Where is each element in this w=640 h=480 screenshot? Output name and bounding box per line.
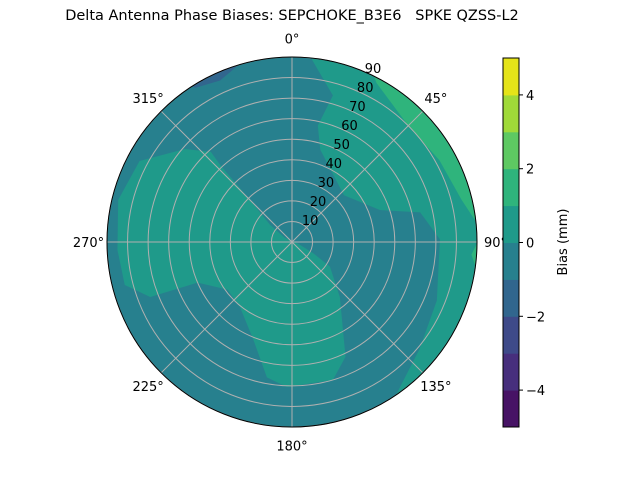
r-tick-label: 70 [349, 100, 366, 115]
theta-tick-label: 45° [424, 92, 447, 107]
theta-tick-label: 315° [132, 92, 163, 107]
colorbar-segment [503, 353, 519, 391]
colorbar-segment [503, 58, 519, 96]
r-tick-label: 10 [302, 214, 319, 229]
colorbar-tick-label: −2 [526, 310, 545, 325]
r-tick-label: 20 [310, 195, 327, 210]
theta-tick-label: 135° [420, 380, 451, 395]
contour-region-2 [371, 70, 477, 229]
r-tick-label: 90 [365, 62, 382, 77]
colorbar-tick-label: 0 [526, 237, 534, 252]
theta-tick-label: 270° [73, 236, 104, 251]
colorbar-segment [503, 242, 519, 280]
chart-title: Delta Antenna Phase Biases: SEPCHOKE_B3E… [65, 8, 519, 24]
theta-tick-label: 180° [276, 440, 307, 455]
polar-frame [106, 56, 478, 428]
r-tick-label: 30 [318, 176, 335, 191]
theta-tick-label: 0° [285, 33, 300, 48]
grid-spoke [160, 241, 293, 374]
colorbar-tick-label: 2 [526, 163, 534, 178]
grid-spoke [291, 241, 424, 374]
theta-tick-label: 90° [484, 236, 507, 251]
colorbar-tick-label: −4 [526, 384, 545, 399]
colorbar-segment [503, 94, 519, 133]
colorbar-segment [503, 168, 519, 207]
axes: 0° 45° 90° 135° 180° 225° 270° 315° 10 20 30 40 50 60… [73, 33, 507, 455]
colorbar-segment [503, 390, 519, 428]
r-tick-label: 40 [325, 157, 342, 172]
theta-tick-label: 225° [132, 380, 163, 395]
colorbar-segment [503, 316, 519, 354]
grid-spoke [291, 110, 424, 243]
colorbar-tick-label: 4 [526, 89, 534, 104]
colorbar-segment [503, 131, 519, 170]
r-tick-label: 50 [333, 138, 350, 153]
r-tick-label: 80 [357, 81, 374, 96]
colorbar-label: Bias (mm) [556, 209, 571, 276]
colorbar: −4 −2 0 2 4 Bias (mm) [502, 57, 571, 428]
colorbar-segment [503, 279, 519, 317]
contour-region-0 [117, 148, 346, 388]
r-tick-label: 60 [341, 119, 358, 134]
grid-spoke [160, 110, 293, 243]
colorbar-segment [503, 205, 519, 243]
